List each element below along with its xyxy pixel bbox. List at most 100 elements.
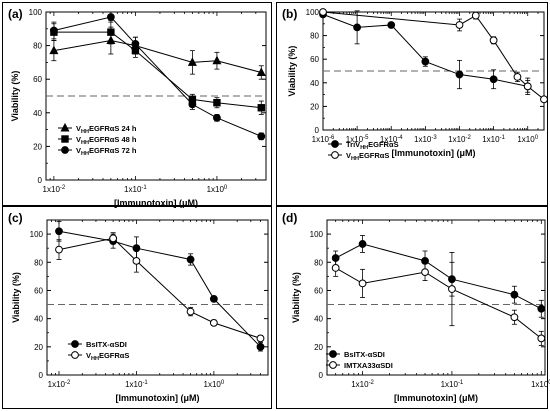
x-tick-exponent: -6	[329, 135, 335, 141]
series-line	[335, 267, 542, 339]
data-point	[489, 36, 498, 45]
y-tick-label: 40	[33, 109, 42, 118]
data-point	[131, 40, 140, 48]
data-point	[209, 295, 218, 303]
x-tick-exponent: -1	[500, 135, 506, 141]
y-tick-label: 100	[29, 8, 43, 17]
legend-label: VHHEGFRαS	[346, 151, 389, 162]
y-tick-label: 20	[34, 343, 43, 352]
y-tick-label: 0	[319, 371, 324, 380]
legend-label: VHHEGFRαS 72 h	[76, 146, 137, 157]
data-point	[187, 57, 197, 66]
y-tick-label: 100	[306, 8, 320, 17]
y-tick-label: 60	[314, 286, 323, 295]
plot-frame	[46, 219, 269, 376]
legend-marker	[329, 361, 337, 369]
data-point	[358, 240, 367, 248]
x-tick-label: 1x10-1	[441, 380, 464, 389]
x-tick-exponent: -2	[465, 135, 471, 141]
data-point	[421, 57, 430, 66]
x-tick-exponent: 0	[535, 135, 539, 141]
legend-label: BsITX-αSDI	[86, 340, 127, 349]
series-line	[322, 13, 528, 87]
plot-frame	[326, 219, 546, 376]
legend-label: VHHEGFRαS 24 h	[76, 124, 137, 135]
data-point	[537, 304, 546, 313]
y-tick-label: 100	[30, 230, 44, 239]
series-1	[319, 8, 548, 104]
panel-label: (d)	[282, 211, 297, 225]
data-point	[212, 55, 222, 65]
series-line	[58, 237, 261, 339]
y-tick-label: 100	[310, 230, 324, 239]
panel-border	[2, 206, 272, 409]
data-point	[55, 227, 63, 236]
x-tick-label: 1x100	[204, 380, 225, 389]
y-tick-label: 80	[34, 258, 43, 267]
data-point	[387, 21, 396, 29]
legend-label: VHHEGFRαS	[86, 351, 129, 362]
panel-border	[276, 2, 548, 206]
data-point	[106, 13, 115, 21]
y-tick-label: 60	[34, 286, 43, 295]
legend-label-rest: EGFRαS 72 h	[89, 146, 137, 155]
x-tick-label: 1x100	[207, 185, 228, 194]
data-point	[471, 11, 480, 20]
series-1	[55, 232, 265, 343]
data-point	[455, 70, 464, 79]
legend-subscript: HH	[351, 156, 359, 162]
x-tick-exponent: -1	[458, 380, 464, 386]
data-point	[510, 313, 519, 322]
data-point	[319, 8, 327, 16]
y-tick-label: 20	[314, 343, 323, 352]
legend: BsITX-αSDI IMTXA33αSDI	[326, 350, 393, 370]
panel-b: (b) 0 20 40 60 80 100 1x10-6 1x10-5 1x10-4 1x10-3 1…	[276, 2, 548, 206]
data-point	[421, 256, 429, 265]
y-tick-label: 80	[314, 258, 323, 267]
legend-label: IMTXA33αSDI	[344, 361, 393, 370]
data-point	[213, 113, 221, 122]
y-axis-title: Viability (%)	[287, 46, 297, 97]
data-point	[489, 75, 498, 84]
legend-label-rest: EGFRαS	[368, 140, 398, 149]
data-point	[421, 268, 429, 277]
data-point	[256, 67, 266, 76]
data-point	[188, 100, 197, 109]
panel-border	[276, 206, 548, 409]
data-point	[448, 285, 456, 293]
data-point	[107, 28, 115, 36]
series-line	[53, 16, 262, 137]
data-point	[132, 256, 141, 265]
legend-label-rest: EGFRαS 24 h	[89, 124, 137, 133]
x-tick-exponent: 0	[221, 380, 225, 386]
panel-label: (b)	[282, 7, 297, 21]
x-axis-title: [Immunotoxin] (μM)	[392, 148, 476, 158]
series-line	[335, 243, 542, 310]
data-point	[109, 234, 118, 243]
data-point	[257, 132, 266, 141]
x-tick-exponent: -3	[431, 135, 437, 141]
data-point	[213, 99, 221, 107]
x-tick-label: 1x10-2	[43, 185, 66, 194]
data-point	[455, 21, 464, 29]
y-tick-label: 20	[33, 142, 42, 151]
legend-marker	[61, 146, 69, 154]
legend-label-rest: EGFRαS	[99, 351, 129, 360]
legend-label-rest: EGFRαS 48 h	[89, 135, 137, 144]
data-point	[186, 255, 195, 264]
x-tick-exponent: -1	[141, 185, 147, 191]
legend-subscript: HH	[81, 129, 89, 135]
y-tick-label: 80	[33, 42, 42, 51]
y-tick-label: 60	[33, 75, 42, 84]
legend-marker	[329, 350, 337, 358]
data-point	[510, 290, 519, 299]
series-line	[58, 230, 261, 348]
data-point	[331, 264, 340, 272]
y-tick-label: 0	[38, 176, 43, 185]
y-axis-title: Viability (%)	[10, 71, 20, 122]
series-line	[53, 40, 262, 73]
x-tick-label: 1x10-1	[125, 380, 148, 389]
x-tick-label: 1x10-5	[346, 135, 369, 144]
legend-marker	[60, 122, 70, 132]
